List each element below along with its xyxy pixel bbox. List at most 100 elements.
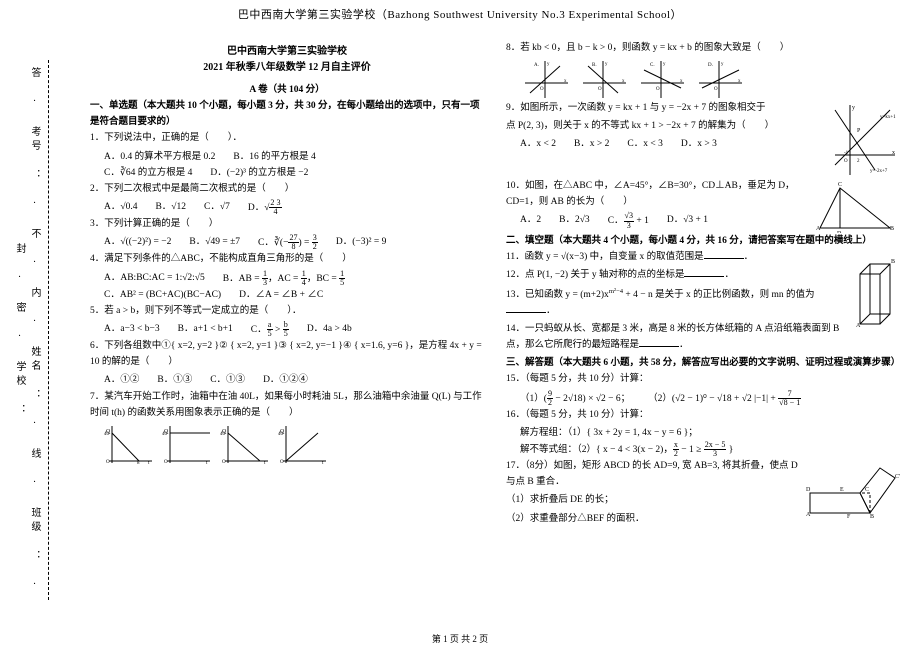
svg-text:C: C [865,487,869,493]
q1c: C．∛64 的立方根是 4 [104,165,192,181]
q14: 14．一只蚂蚁从长、宽都是 3 米，高是 8 米的长方体纸箱的 A 点沿纸箱表面… [506,321,900,353]
svg-text:y=-2x+7: y=-2x+7 [870,169,888,174]
svg-text:O: O [164,460,168,465]
q9b: B．x > 2 [574,136,609,152]
svg-text:x: x [892,150,895,156]
q7-graph-a: Q40tO8 [104,423,154,465]
q3a: A．√((−2)²) = −2 [104,234,171,251]
svg-text:O: O [222,460,226,465]
svg-text:y: y [852,105,855,111]
svg-text:A: A [816,226,821,232]
q3: 3．下列计算正确的是（ ） [90,216,484,232]
title-line2: 2021 年秋季八年级数学 12 月自主评价 [90,60,484,76]
q8: 8．若 kb < 0，且 b − k > 0，则函数 y = kx + b 的图… [506,40,900,56]
q9c: C．x < 3 [627,136,662,152]
q4d: D．∠A = ∠B + ∠C [239,287,323,303]
q6b: B．①③ [157,372,192,388]
svg-text:y: y [605,62,608,67]
q11: 11．函数 y = √(x−3) 中，自变量 x 的取值范围是． [506,249,900,265]
q4-opts: A．AB:BC:AC = 1:√2:√5 B．AB = 13，AC = 14，B… [90,270,484,287]
svg-text:40: 40 [278,432,284,437]
q1d: D．(−2)³ 的立方根是 −2 [210,165,308,181]
svg-text:40: 40 [220,432,226,437]
q4: 4．满足下列条件的△ABC，不能构成直角三角形的是（ ） [90,251,484,267]
svg-text:E: E [840,487,844,493]
school-header: 巴中西南大学第三实验学校（Bazhong Southwest Universit… [0,0,920,22]
q9a: A．x < 2 [520,136,556,152]
q2b: B．√12 [155,199,186,216]
svg-text:y: y [547,62,550,67]
q1b: B．16 的平方根是 4 [233,149,315,165]
svg-text:-1: -1 [844,151,849,156]
svg-text:D: D [806,487,811,493]
svg-text:B: B [890,226,894,232]
svg-text:P: P [857,128,861,134]
right-column: 8．若 kb < 0，且 b − k > 0，则函数 y = kx + b 的图… [506,40,900,629]
q13: 13．已知函数 y = (m+2)xm²−4 + 4 − n 是关于 x 的正比… [506,286,900,319]
q7-graph-c: Q40Ot [220,423,270,465]
page-footer: 第 1 页 共 2 页 [0,632,920,645]
q6-opts: A．①② B．①③ C．①③ D．①②④ [90,372,484,388]
q10d: D．√3 + 1 [667,212,708,229]
q16-2: 解不等式组：（2）{ x − 4 < 3(x − 2)，x2 − 1 ≥ 2x … [520,441,733,458]
q9d: D．x > 3 [681,136,717,152]
q3d: D．(−3)² = 9 [336,234,387,251]
svg-text:A: A [856,323,861,329]
svg-text:t: t [206,461,208,465]
q7-graph-d: Q40Ot [278,423,328,465]
q16: 16．（每题 5 分，共 10 分）计算： [506,407,900,423]
q10c: C．√33 + 1 [608,212,649,229]
svg-text:A: A [806,512,811,518]
q2c: C．√7 [204,199,230,216]
q8-graph-b: B.xyO [578,58,628,100]
q3-opts: A．√((−2)²) = −2 B．√49 = ±7 C．∛(−278) = 3… [90,234,484,251]
q17-figure: A B C D E F C' [805,458,900,533]
q4-opts2: C．AB² = (BC+AC)(BC−AC) D．∠A = ∠B + ∠C [90,287,484,303]
q2-opts: A．√0.4 B．√12 C．√7 D．√2 34 [90,199,484,216]
q15: 15．（每题 5 分，共 10 分）计算： [506,371,900,387]
svg-text:F: F [847,514,851,520]
q6d: D．①②④ [263,372,308,388]
svg-text:y: y [721,62,724,67]
svg-text:O: O [844,159,848,164]
svg-text:O: O [598,87,602,92]
title-line1: 巴中西南大学第三实验学校 [90,44,484,60]
q2d: D．√2 34 [248,199,282,216]
q1: 1．下列说法中，正确的是（ ）． [90,130,484,146]
q16-parts: 解方程组：（1）{ 3x + 2y = 1, 4x − y = 6 }； 解不等… [506,425,900,458]
svg-text:2: 2 [857,159,860,164]
binding-dashed-line [48,60,49,600]
section2-head: 二、填空题（本大题共 4 个小题，每小题 4 分，共 16 分，请把答案写在题中… [506,233,900,249]
svg-text:O: O [714,87,718,92]
q15-1: （1）(92 − 2√18) × √2 − 6； [520,390,630,407]
q4c: C．AB² = (BC+AC)(BC−AC) [104,287,221,303]
q10-figure: A B C D [810,178,900,233]
section3-head: 三、解答题（本大题共 6 小题，共 58 分，解答应写出必要的文字说明、证明过程… [506,355,900,371]
q1a: A．0.4 的算术平方根是 0.2 [104,149,215,165]
q5b: B．a+1 < b+1 [178,321,233,338]
q5d: D．4a > 4b [307,321,352,338]
svg-text:C': C' [895,474,900,480]
svg-text:A.: A. [534,63,539,68]
q8-graph-a: A.xyO [520,58,570,100]
svg-text:8: 8 [137,461,140,465]
q16-1: 解方程组：（1）{ 3x + 2y = 1, 4x − y = 6 }； [520,425,698,441]
q5c: C．a5 > b5 [251,321,289,338]
title-block: 巴中西南大学第三实验学校 2021 年秋季八年级数学 12 月自主评价 [90,44,484,76]
q4a: A．AB:BC:AC = 1:√2:√5 [104,270,205,287]
exam-page: 巴中西南大学第三实验学校（Bazhong Southwest Universit… [0,0,920,649]
paper-label: A 卷（共 104 分） [90,82,484,98]
svg-text:O: O [540,87,544,92]
svg-text:t: t [264,461,266,465]
q15-2: （2）(√2 − 1)⁰ − √18 + √2 |−1| + 7√8 − 1 [648,390,801,407]
q6: 6．下列各组数中①{ x=2, y=2 }② { x=2, y=1 }③ { x… [90,338,484,370]
svg-text:O: O [656,87,660,92]
q3b: B．√49 = ±7 [189,234,240,251]
q7-graph-b: Q40Ot [162,423,212,465]
q15-parts: （1）(92 − 2√18) × √2 − 6； （2）(√2 − 1)⁰ − … [506,390,900,407]
svg-text:y: y [663,62,666,67]
q10a: A．2 [520,212,541,229]
q9-figure: x y y=kx+1 y=-2x+7 O P -1 2 [830,100,900,178]
q8-graph-c: C.xyO [636,58,686,100]
svg-text:t: t [148,461,150,465]
